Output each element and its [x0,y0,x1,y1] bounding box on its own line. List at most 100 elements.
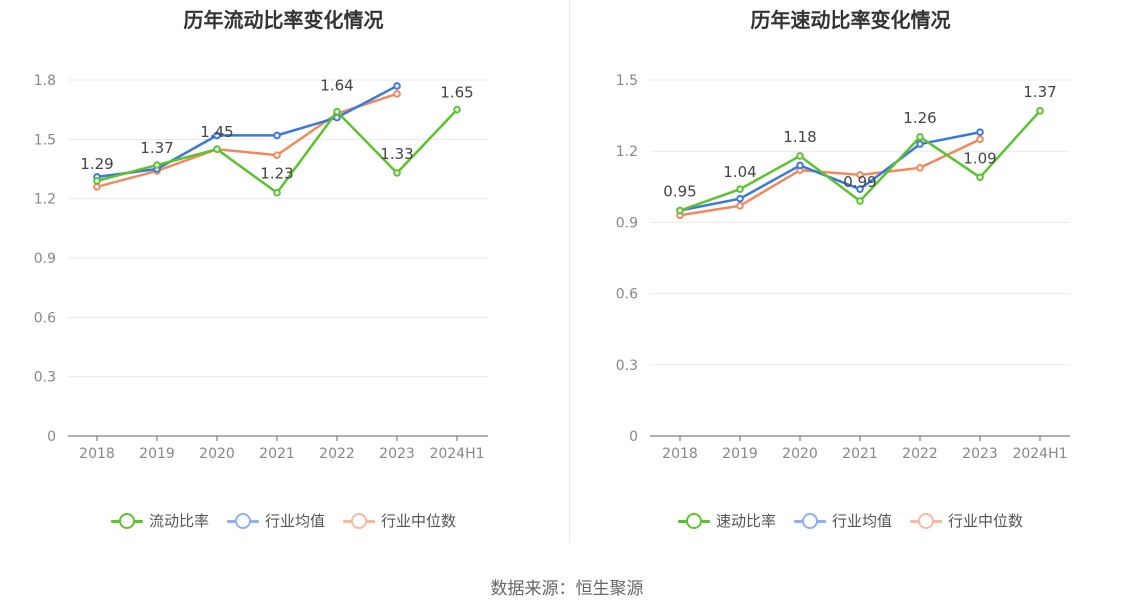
data-point [273,131,281,140]
legend-avg[interactable]: 行业均值 [226,510,325,531]
x-tick-label: 2018 [662,446,698,462]
data-label: 1.04 [723,163,756,181]
y-tick-label: 1.2 [616,144,638,160]
data-point [676,206,684,215]
data-label: 1.18 [783,128,816,146]
x-tick-label: 2024H1 [1012,446,1067,462]
chart-legend: 速动比率 行业均值 行业中位数 [567,510,1134,531]
data-point [856,171,864,179]
x-tick-label: 2021 [842,446,878,462]
y-tick-label: 1.8 [34,73,56,89]
data-label: 1.65 [440,84,473,102]
data-point [273,188,281,197]
x-tick-label: 2021 [259,446,295,462]
data-point [736,201,744,210]
data-point [93,183,101,191]
legend-median[interactable]: 行业中位数 [910,510,1023,531]
y-tick-label: 0.3 [34,370,56,386]
y-tick-label: 0.3 [616,358,638,374]
legend-swatch-icon [910,512,942,529]
legend-median[interactable]: 行业中位数 [343,510,456,531]
chart-legend: 流动比率 行业均值 行业中位数 [0,510,567,531]
legend-label: 速动比率 [715,512,776,530]
legend-swatch-icon [343,512,375,529]
x-tick-label: 2023 [379,446,415,462]
legend-main[interactable]: 流动比率 [110,510,209,531]
data-point [916,133,924,141]
data-point [93,177,101,185]
data-point [393,169,401,177]
data-point [213,131,221,140]
data-label: 1.09 [963,149,996,167]
data-point [796,161,804,170]
data-point [393,90,401,98]
x-tick-label: 2019 [722,446,758,462]
y-tick-label: 0.6 [616,287,638,303]
data-source: 数据来源：恒生聚源 [490,579,644,599]
y-tick-label: 1.5 [34,132,56,148]
y-tick-label: 0.9 [34,251,56,267]
data-point [333,107,341,116]
data-point [736,194,744,203]
data-point [153,161,161,169]
x-tick-label: 2020 [199,446,235,462]
divider [569,0,570,542]
data-point [976,173,984,182]
data-label: 1.33 [380,145,413,163]
data-label: 1.26 [903,109,936,127]
data-point [796,152,804,160]
data-point [736,185,744,193]
legend-avg[interactable]: 行业均值 [793,510,892,531]
data-label: 0.99 [843,173,876,191]
data-label: 1.37 [140,139,173,157]
data-point [976,128,984,137]
y-tick-label: 1.5 [616,73,638,89]
legend-main[interactable]: 速动比率 [677,510,776,531]
y-tick-label: 0.9 [616,215,638,231]
line-chart: 0 0.3 0.6 0.9 1.2 1.5 2018 2019 2020 2021 2022 2023… [616,73,1070,462]
y-tick-label: 1.2 [34,192,56,208]
x-tick-label: 2019 [139,446,175,462]
chart-panel-current-ratio: 历年流动比率变化情况 0 0.3 0.6 0.9 1.2 1.5 1.8 2018 2019 20… [0,0,567,560]
chart-title: 历年速动比率变化情况 [750,8,951,32]
x-tick-label: 2024H1 [429,446,484,462]
data-point [856,185,864,193]
y-tick-label: 0.6 [34,310,56,326]
legend-label: 流动比率 [148,512,209,530]
y-tick-label: 0 [47,429,56,445]
chart-title: 历年流动比率变化情况 [183,8,384,32]
data-point [1036,107,1044,115]
legend-label: 行业中位数 [948,512,1024,530]
legend-swatch-icon [226,512,259,529]
data-point [856,197,864,205]
legend-label: 行业均值 [264,512,325,530]
x-tick-label: 2022 [902,446,938,462]
y-tick-label: 0 [629,429,638,445]
x-tick-label: 2023 [962,446,998,462]
legend-swatch-icon [793,512,826,529]
chart-panel-quick-ratio: 历年速动比率变化情况 0 0.3 0.6 0.9 1.2 1.5 2018 2019 2020 2… [567,0,1134,560]
data-point [213,145,221,154]
data-point [916,164,924,172]
data-label: 1.29 [80,155,113,173]
series-line-2 [96,92,398,189]
data-label: 1.45 [200,123,233,141]
data-point [976,135,984,144]
legend-swatch-icon [677,512,710,529]
data-point [453,105,461,114]
data-label: 0.95 [663,183,696,201]
legend-swatch-icon [110,512,143,529]
data-label: 1.37 [1023,83,1056,101]
x-tick-label: 2018 [79,446,115,462]
series-line-1 [96,84,398,179]
data-point [393,82,401,90]
legend-label: 行业中位数 [381,512,457,530]
series-line-2 [679,138,981,217]
x-tick-label: 2022 [319,446,355,462]
legend-label: 行业均值 [831,512,892,530]
line-chart: 0 0.3 0.6 0.9 1.2 1.5 1.8 2018 2019 2020 2021 2022 2… [34,73,488,462]
data-label: 1.23 [260,165,293,183]
data-point [916,140,924,148]
data-label: 1.64 [320,77,353,95]
data-point [273,151,281,159]
